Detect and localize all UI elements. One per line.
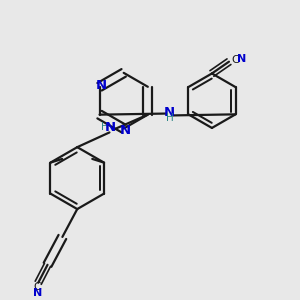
Text: N: N <box>237 54 246 64</box>
Text: C: C <box>231 56 239 65</box>
Text: C: C <box>34 282 41 292</box>
Text: N: N <box>33 288 42 298</box>
Text: H: H <box>166 112 173 123</box>
Text: N: N <box>104 121 116 134</box>
Text: N: N <box>164 106 175 118</box>
Text: N: N <box>96 79 107 92</box>
Text: N: N <box>119 124 130 136</box>
Text: H: H <box>101 122 109 132</box>
